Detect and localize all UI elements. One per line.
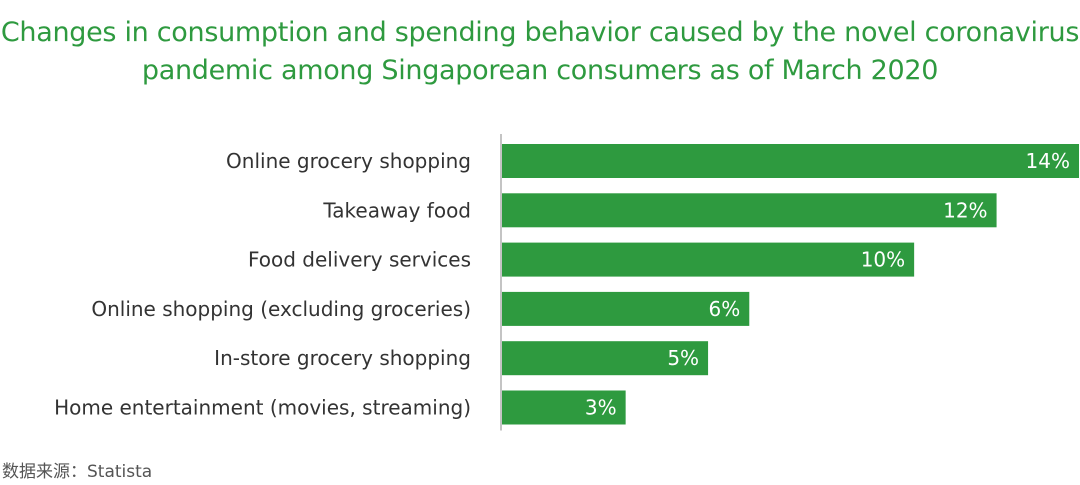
category-label: In-store grocery shopping <box>214 346 471 370</box>
category-label: Takeaway food <box>322 198 471 222</box>
bar <box>502 390 626 425</box>
category-label: Online grocery shopping <box>226 149 471 173</box>
bar-value-label: 6% <box>709 297 741 321</box>
bar <box>502 193 997 228</box>
bar <box>502 291 750 326</box>
bar-value-label: 10% <box>861 248 905 272</box>
bar-value-label: 14% <box>1026 149 1070 173</box>
chart-title-line-2: pandemic among Singaporean consumers as … <box>141 55 939 86</box>
chart-title-line-1: Changes in consumption and spending beha… <box>0 17 1080 48</box>
bar-value-label: 12% <box>943 198 987 222</box>
chart-title: Changes in consumption and spending beha… <box>0 14 1080 90</box>
category-label: Home entertainment (movies, streaming) <box>54 396 471 420</box>
category-label: Online shopping (excluding groceries) <box>91 297 471 321</box>
bar <box>502 144 1079 178</box>
bar <box>502 242 915 277</box>
category-label: Food delivery services <box>248 248 471 272</box>
source-note: 数据来源：Statista <box>2 462 153 482</box>
bar-value-label: 3% <box>585 396 617 420</box>
bar-value-label: 5% <box>667 346 699 370</box>
bar <box>502 341 709 376</box>
